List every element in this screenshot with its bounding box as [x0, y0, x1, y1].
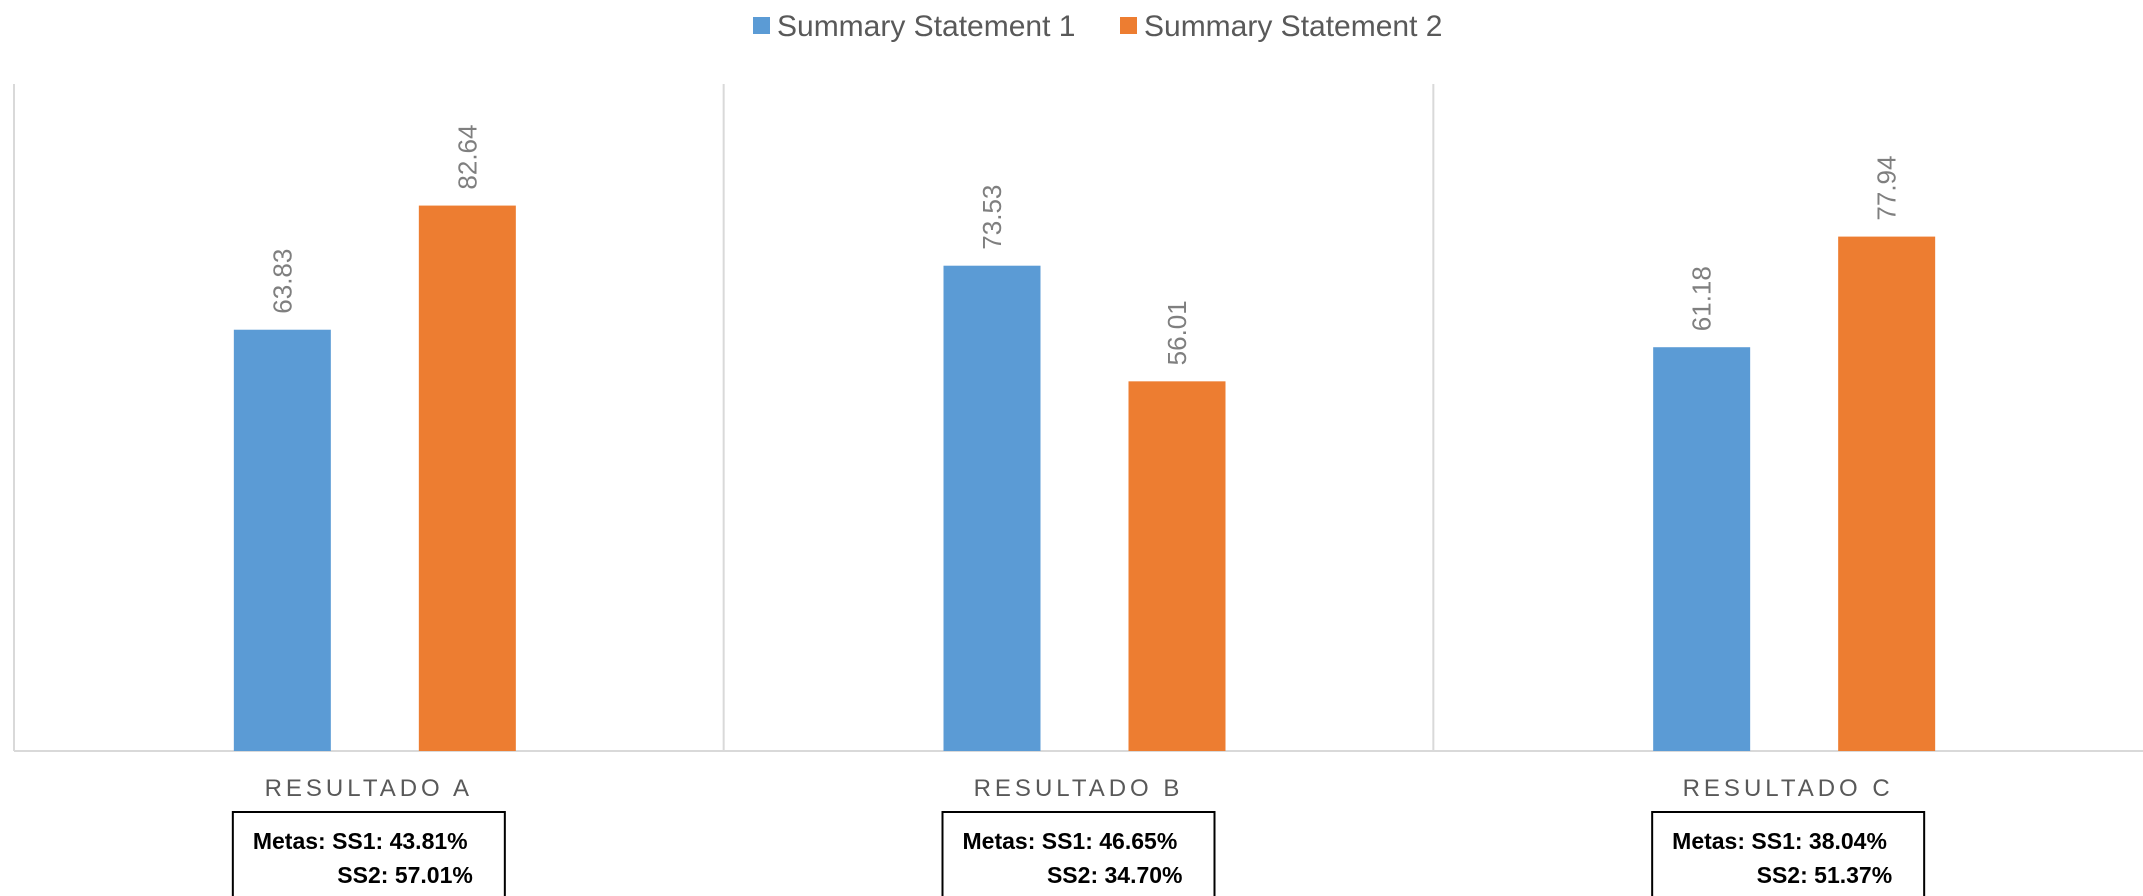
data-label: 73.53	[977, 185, 1007, 250]
legend-label-2: Summary Statement 2	[1144, 10, 1442, 43]
legend-label-1: Summary Statement 1	[777, 10, 1075, 43]
goal-box	[231, 811, 506, 896]
data-label: 77.94	[1872, 156, 1902, 221]
bars	[233, 205, 1936, 752]
goal-boxes: Metas: SS1: 43.81% SS2: 57.01% Metas: SS1:…	[231, 811, 1926, 896]
data-label: 63.83	[267, 249, 297, 314]
data-label: 61.18	[1687, 266, 1717, 331]
category-label: RESULTADO A	[265, 775, 473, 802]
bar-3-series-1	[1653, 347, 1751, 751]
category-labels: RESULTADO A RESULTADO B RESULTADO C	[265, 775, 1894, 802]
goal-line-2: SS2: 57.01%	[337, 862, 473, 888]
data-labels: 63.83 82.64 73.53 56.01 61.18 77.94	[267, 124, 1901, 365]
legend-swatch-1	[753, 17, 770, 34]
bar-3-series-2	[1838, 236, 1936, 751]
goal-line-2: SS2: 34.70%	[1047, 862, 1183, 888]
goal-line-1: Metas: SS1: 46.65%	[963, 828, 1178, 854]
goal-box	[1651, 811, 1926, 896]
bar-2-series-2	[1128, 381, 1226, 751]
category-label: RESULTADO B	[974, 775, 1184, 802]
legend-swatch-2	[1120, 17, 1137, 34]
category-label: RESULTADO C	[1683, 775, 1894, 802]
goal-line-1: Metas: SS1: 43.81%	[253, 828, 468, 854]
bar-1-series-2	[418, 205, 516, 752]
goal-line-1: Metas: SS1: 38.04%	[1672, 828, 1887, 854]
data-label: 82.64	[452, 124, 482, 189]
goal-box	[941, 811, 1216, 896]
bar-2-series-1	[943, 265, 1041, 751]
goal-line-2: SS2: 51.37%	[1757, 862, 1893, 888]
data-label: 56.01	[1162, 300, 1192, 365]
category-separators	[13, 84, 1435, 751]
legend: Summary Statement 1 Summary Statement 2	[753, 10, 1442, 43]
bar-1-series-1	[233, 329, 331, 751]
